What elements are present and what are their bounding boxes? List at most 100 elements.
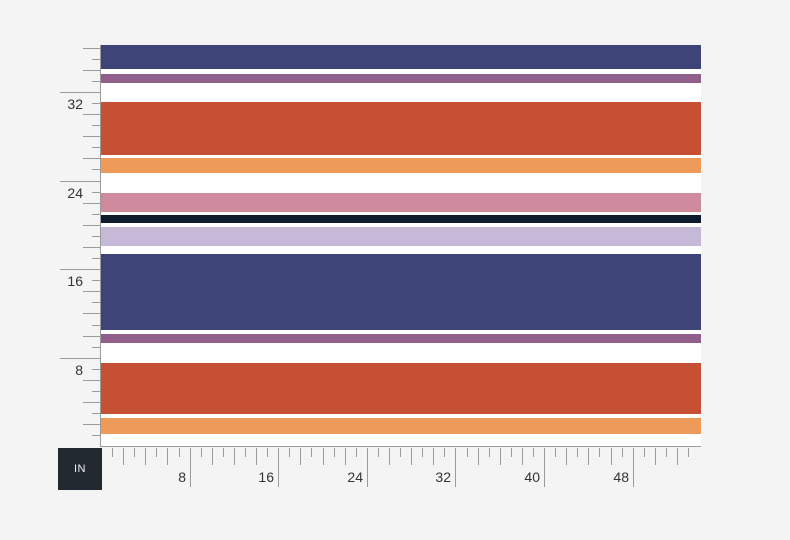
- ruler-tick: [145, 448, 146, 465]
- stripe-navy: [101, 254, 701, 330]
- ruler-tick: [278, 448, 279, 487]
- stripe-white: [101, 246, 701, 254]
- ruler-tick: [156, 448, 157, 457]
- ruler-label: 48: [613, 469, 629, 485]
- ruler-tick: [167, 448, 168, 465]
- ruler-tick: [666, 448, 667, 457]
- ruler-tick: [223, 448, 224, 457]
- ruler-tick: [83, 48, 100, 49]
- stripe-orange: [101, 158, 701, 173]
- ruler-tick: [655, 448, 656, 465]
- ruler-tick: [83, 380, 100, 381]
- ruler-tick: [644, 448, 645, 457]
- ruler-tick: [190, 448, 191, 487]
- stripe-terracotta: [101, 363, 701, 414]
- stripe-orange: [101, 418, 701, 434]
- ruler-tick: [92, 59, 100, 60]
- ruler-tick: [92, 369, 100, 370]
- stripe-terracotta: [101, 102, 701, 155]
- ruler-tick: [92, 103, 100, 104]
- ruler-tick: [367, 448, 368, 487]
- ruler-tick: [566, 448, 567, 465]
- ruler-tick: [92, 413, 100, 414]
- stripe-white: [101, 69, 701, 74]
- ruler-tick: [83, 158, 100, 159]
- ruler-tick: [300, 448, 301, 465]
- stripe-white: [101, 173, 701, 193]
- stripe-ink: [101, 215, 701, 223]
- ruler-tick: [688, 448, 689, 457]
- ruler-tick: [83, 203, 100, 204]
- ruler-tick: [500, 448, 501, 465]
- ruler-label: 16: [258, 469, 274, 485]
- ruler-tick: [345, 448, 346, 465]
- ruler-tick: [444, 448, 445, 457]
- ruler-tick: [83, 402, 100, 403]
- stripe-swatch-preview: [101, 45, 701, 446]
- ruler-tick: [60, 269, 100, 270]
- ruler-tick: [411, 448, 412, 465]
- ruler-label: 16: [67, 273, 83, 289]
- ruler-tick: [378, 448, 379, 457]
- ruler-tick: [123, 448, 124, 465]
- ruler-tick: [92, 280, 100, 281]
- stripe-white: [101, 343, 701, 363]
- ruler-tick: [422, 448, 423, 457]
- ruler-tick: [212, 448, 213, 465]
- ruler-tick: [92, 391, 100, 392]
- ruler-tick: [433, 448, 434, 465]
- stripe-white: [101, 212, 701, 215]
- ruler-tick: [92, 236, 100, 237]
- ruler-tick: [83, 424, 100, 425]
- ruler-tick: [489, 448, 490, 457]
- ruler-tick: [522, 448, 523, 465]
- ruler-tick: [234, 448, 235, 465]
- ruler-tick: [533, 448, 534, 457]
- ruler-tick: [622, 448, 623, 457]
- stripe-white: [101, 223, 701, 227]
- ruler-label: 8: [75, 362, 83, 378]
- ruler-tick: [389, 448, 390, 465]
- ruler-tick: [267, 448, 268, 457]
- ruler-tick: [92, 347, 100, 348]
- ruler-tick: [245, 448, 246, 457]
- ruler-label: 8: [178, 469, 186, 485]
- ruler-tick: [633, 448, 634, 487]
- ruler-tick: [92, 258, 100, 259]
- ruler-tick: [134, 448, 135, 457]
- ruler-tick: [83, 114, 100, 115]
- ruler-tick: [511, 448, 512, 457]
- ruler-tick: [92, 169, 100, 170]
- ruler-tick: [611, 448, 612, 465]
- ruler-tick: [467, 448, 468, 457]
- ruler-tick: [92, 125, 100, 126]
- ruler-label: 32: [67, 96, 83, 112]
- stripe-rose: [101, 193, 701, 212]
- ruler-tick: [289, 448, 290, 457]
- ruler-tick: [323, 448, 324, 465]
- ruler-label: 40: [524, 469, 540, 485]
- stripe-white: [101, 414, 701, 418]
- ruler-tick: [92, 302, 100, 303]
- ruler-tick: [599, 448, 600, 457]
- stripe-plum: [101, 74, 701, 83]
- ruler-tick: [555, 448, 556, 457]
- ruler-tick: [83, 70, 100, 71]
- ruler-tick: [677, 448, 678, 465]
- ruler-tick: [83, 136, 100, 137]
- ruler-tick: [92, 325, 100, 326]
- stripe-lavender: [101, 227, 701, 246]
- ruler-tick: [83, 313, 100, 314]
- horizontal-ruler-line: [101, 446, 701, 447]
- ruler-tick: [455, 448, 456, 487]
- stripe-plum: [101, 334, 701, 343]
- ruler-tick: [83, 291, 100, 292]
- ruler-tick: [334, 448, 335, 457]
- vertical-ruler-line: [100, 45, 101, 447]
- ruler-tick: [588, 448, 589, 465]
- ruler-tick: [83, 247, 100, 248]
- ruler-label: 32: [435, 469, 451, 485]
- unit-indicator: IN: [58, 448, 102, 490]
- stripe-navy: [101, 45, 701, 69]
